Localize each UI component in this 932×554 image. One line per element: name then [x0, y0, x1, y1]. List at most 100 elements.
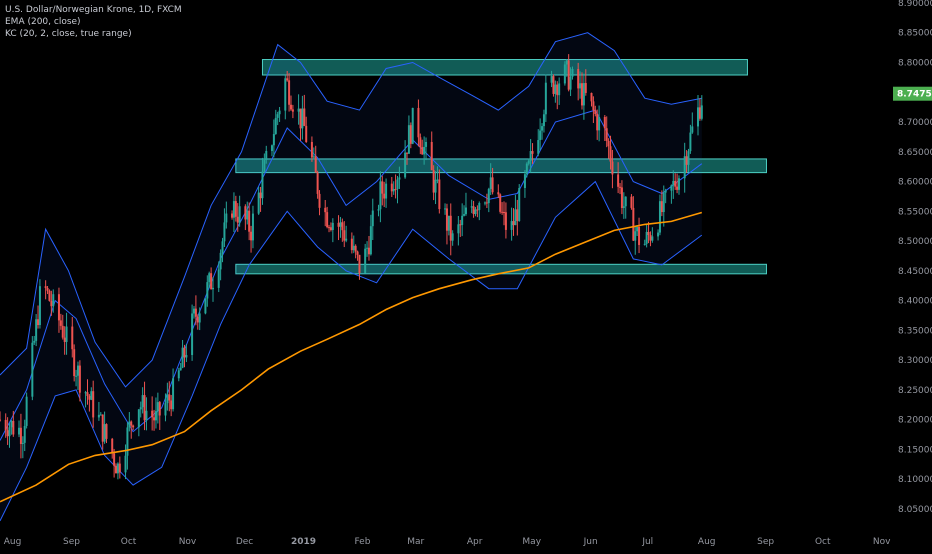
kc-indicator-label[interactable]: KC (20, 2, close, true range) — [5, 29, 132, 39]
candle-body — [111, 438, 114, 454]
candle-body — [329, 227, 332, 230]
candle-body — [244, 206, 247, 220]
price-axis[interactable]: 8.900008.850008.800008.750008.700008.650… — [892, 0, 932, 550]
candle-body — [192, 308, 195, 314]
candle-body — [438, 179, 441, 210]
price-tick-label: 8.45000 — [898, 267, 932, 277]
candle-body — [636, 226, 639, 232]
candle-body — [392, 188, 395, 192]
candle-body — [164, 403, 167, 416]
candle-body — [672, 180, 675, 186]
candle-body — [265, 150, 268, 161]
candle-body — [350, 238, 353, 251]
price-tick-label: 8.70000 — [898, 118, 932, 128]
candle-body — [434, 179, 437, 193]
candle-body — [141, 395, 144, 408]
time-tick-label: May — [522, 537, 541, 547]
candle-body — [366, 247, 369, 249]
candle-body — [259, 192, 262, 199]
price-tick-label: 8.05000 — [898, 505, 932, 515]
candle-body — [518, 187, 521, 221]
candle-body — [221, 241, 224, 253]
candle-body — [461, 215, 464, 225]
candle-body — [250, 231, 253, 241]
candle-body — [411, 107, 414, 144]
candle-body — [451, 233, 454, 241]
candle-body — [248, 210, 251, 232]
candle-body — [445, 208, 448, 231]
time-tick-label: Aug — [4, 537, 22, 547]
time-tick-label: Sep — [63, 537, 80, 547]
candle-body — [677, 178, 680, 190]
candle-body — [356, 251, 359, 255]
kc-band-fill — [0, 32, 702, 521]
candle-body — [394, 188, 397, 190]
candle-body — [638, 226, 641, 245]
candle-body — [630, 196, 633, 208]
candle-body — [206, 282, 209, 299]
candle-body — [554, 84, 557, 94]
candle-body — [463, 214, 466, 216]
ema-indicator-label[interactable]: EMA (200, close) — [5, 17, 81, 27]
candle-body — [436, 179, 439, 181]
candle-body — [326, 212, 329, 228]
candle-body — [501, 211, 504, 213]
candle-body — [537, 140, 540, 154]
candle-body — [571, 69, 574, 77]
candle-body — [478, 202, 481, 210]
price-tick-label: 8.60000 — [898, 178, 932, 188]
candle-body — [527, 160, 530, 164]
candle-body — [44, 286, 47, 289]
candle-body — [691, 126, 694, 133]
candle-body — [251, 213, 254, 241]
candle-body — [143, 395, 146, 421]
candle-body — [191, 313, 194, 355]
candle-body — [504, 212, 507, 230]
candle-body — [276, 114, 279, 118]
candle-body — [59, 320, 62, 326]
candle-body — [459, 224, 462, 226]
candle-body — [354, 245, 357, 252]
time-tick-label: Nov — [873, 537, 891, 547]
time-axis[interactable]: Aug Sep Oct Nov Dec 2019 Feb Mar Apr May Jun Jul Aug… — [4, 537, 891, 547]
candle-body — [567, 60, 570, 90]
candle-body — [358, 254, 361, 274]
candle-body — [485, 202, 488, 204]
candle-body — [217, 269, 220, 288]
candle-body — [103, 424, 106, 442]
candle-body — [4, 419, 7, 431]
candle-body — [6, 430, 9, 437]
symbol-title[interactable]: U.S. Dollar/Norwegian Krone, 1D, FXCM — [5, 5, 182, 15]
candle-body — [339, 222, 342, 227]
candle-body — [647, 231, 650, 236]
candle-body — [664, 190, 667, 193]
zones-layer — [235, 59, 767, 275]
candle-body — [341, 222, 344, 231]
candle-body — [569, 76, 572, 90]
candle-body — [291, 109, 294, 112]
candle-body — [139, 407, 142, 410]
candle-body — [154, 411, 157, 421]
candle-body — [457, 224, 460, 234]
candle-body — [529, 151, 532, 161]
candle-body — [223, 222, 226, 242]
candle-body — [577, 69, 580, 89]
candle-body — [92, 391, 95, 418]
candle-body — [683, 156, 686, 179]
candle-body — [261, 171, 264, 199]
candle-body — [194, 308, 197, 317]
price-tick-label: 8.35000 — [898, 326, 932, 336]
candle-body — [432, 170, 435, 193]
candle-body — [685, 156, 688, 165]
candle-body — [352, 245, 355, 251]
candle-body — [225, 213, 228, 223]
candle-body — [185, 354, 188, 358]
candle-body — [541, 126, 544, 131]
kc-upper-line — [0, 32, 702, 388]
candle-body — [50, 300, 53, 307]
candle-body — [444, 208, 447, 210]
candle-body — [172, 378, 175, 410]
candle-body — [398, 177, 401, 180]
